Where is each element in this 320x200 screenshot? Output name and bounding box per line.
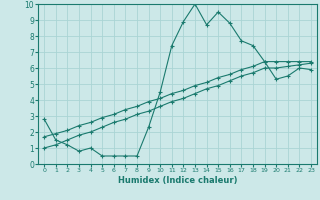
X-axis label: Humidex (Indice chaleur): Humidex (Indice chaleur) [118, 176, 237, 185]
